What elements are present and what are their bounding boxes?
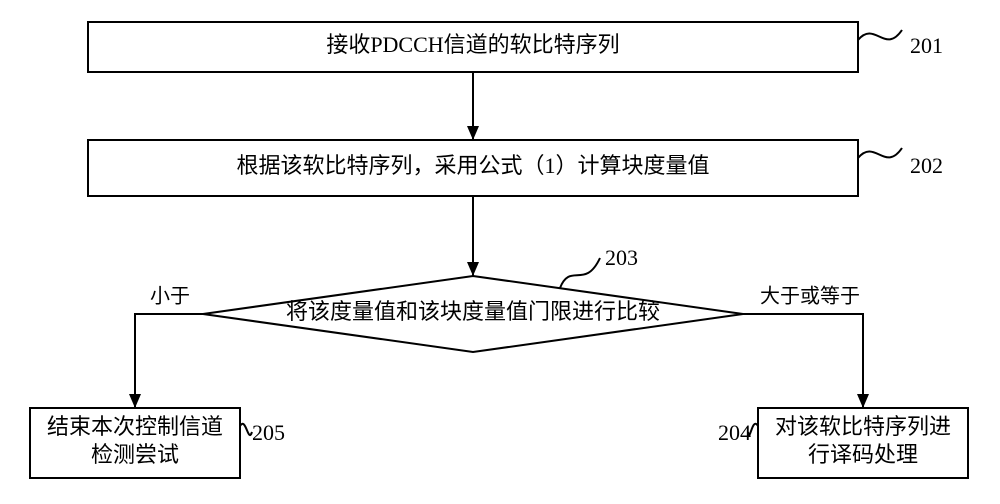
number-n202: 202	[910, 153, 943, 178]
edge-label-2: 小于	[150, 285, 190, 308]
node-n201: 接收PDCCH信道的软比特序列 201	[88, 22, 943, 72]
node-n205: 结束本次控制信道检测尝试 205	[30, 408, 285, 478]
label-n204-line0: 对该软比特序列进	[775, 414, 951, 439]
leader-n201	[858, 30, 902, 40]
edge-3: 大于或等于	[743, 285, 863, 408]
label-n205-line1: 检测尝试	[91, 442, 179, 467]
number-n204: 204	[718, 420, 751, 445]
number-n201: 201	[910, 33, 943, 58]
label-n202-line0: 根据该软比特序列，采用公式（1）计算块度量值	[236, 153, 709, 178]
edge-2: 小于	[135, 285, 203, 408]
label-n204-line1: 行译码处理	[808, 442, 918, 467]
number-n203: 203	[605, 245, 638, 270]
number-n205: 205	[252, 420, 285, 445]
leader-n205	[240, 424, 252, 435]
leader-n202	[858, 148, 902, 158]
label-n203-line0: 将该度量值和该块度量值门限进行比较	[286, 299, 660, 324]
label-n205-line0: 结束本次控制信道	[47, 414, 223, 439]
edge-label-3: 大于或等于	[760, 285, 860, 308]
node-n204: 对该软比特序列进行译码处理 204	[718, 408, 968, 478]
node-n202: 根据该软比特序列，采用公式（1）计算块度量值 202	[88, 140, 943, 196]
label-n201-line0: 接收PDCCH信道的软比特序列	[326, 32, 619, 57]
leader-n203	[560, 258, 600, 288]
